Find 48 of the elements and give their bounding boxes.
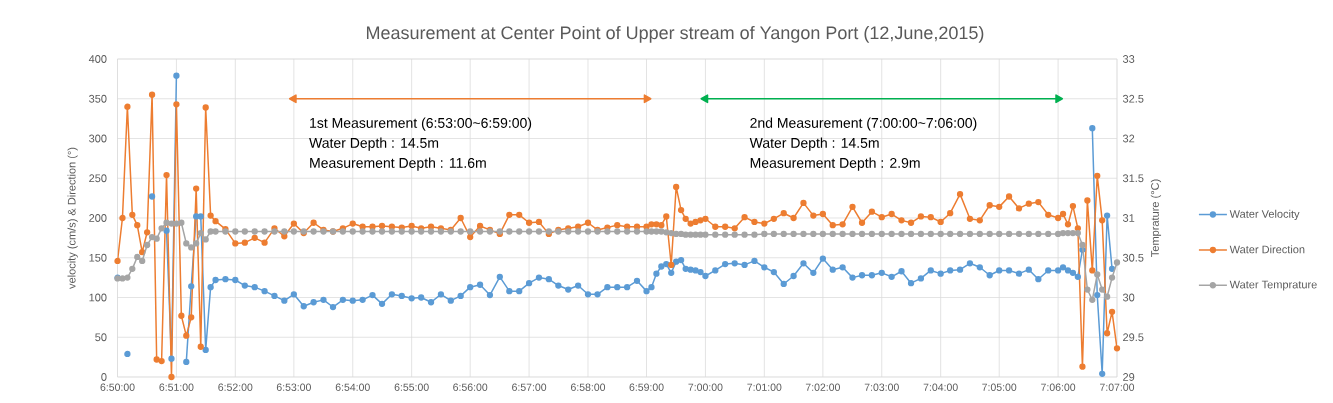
y-tick-label: 0 <box>101 373 107 381</box>
y-axis-title: velocity (cm/s) & Direction (°) <box>67 147 78 289</box>
annotation: 2nd Measurement (7:00:00~7:06:00) <box>750 117 977 131</box>
y2-tick-label: 31.5 <box>1122 174 1144 183</box>
x-tick-label: 7:02:00 <box>805 383 840 391</box>
y-tick-label: 150 <box>89 253 107 262</box>
x-tick-label: 6:56:00 <box>453 383 488 391</box>
y2-tick-label: 30.5 <box>1122 253 1144 262</box>
x-tick-label: 6:57:00 <box>512 383 547 391</box>
y2-tick-label: 30 <box>1122 293 1135 302</box>
annotation: Water Depth : 14.5m <box>749 137 879 151</box>
y2-tick-label: 32.5 <box>1122 94 1144 103</box>
x-tick-label: 7:05:00 <box>982 383 1017 391</box>
x-tick-label: 6:52:00 <box>218 383 253 391</box>
legend-label: Water Velocity <box>1229 209 1300 221</box>
y-tick-label: 50 <box>95 333 107 342</box>
annotation: Water Depth : 14.5m <box>309 137 439 151</box>
x-tick-label: 6:54:00 <box>335 383 370 391</box>
chart-title: Measurement at Center Point of Upper stream of Yangon Port (12,June,2015) <box>366 25 984 43</box>
legend-label: Water Temprature <box>1229 280 1317 291</box>
annotation: Measurement Depth : 2.9m <box>750 157 920 171</box>
x-tick-label: 7:00:00 <box>688 383 723 391</box>
x-tick-label: 6:58:00 <box>571 383 606 391</box>
legend-label: Water Direction <box>1229 245 1305 254</box>
x-tick-label: 6:51:00 <box>159 383 194 391</box>
y-tick-label: 350 <box>89 94 107 103</box>
annotation: 1st Measurement (6:53:00~6:59:00) <box>310 117 532 131</box>
y2-axis-title: Temprature (°C) <box>1150 179 1162 257</box>
y-tick-label: 300 <box>89 134 107 143</box>
x-tick-label: 6:53:00 <box>276 383 311 391</box>
y-tick-label: 400 <box>88 55 107 63</box>
y2-tick-label: 32 <box>1122 134 1135 143</box>
y-tick-label: 200 <box>89 214 107 222</box>
x-tick-label: 7:04:00 <box>923 383 958 391</box>
y-tick-label: 250 <box>89 174 107 183</box>
y2-tick-label: 31 <box>1122 214 1135 222</box>
x-tick-label: 6:55:00 <box>394 383 429 391</box>
x-tick-label: 6:50:00 <box>100 383 135 391</box>
y2-tick-label: 29 <box>1123 373 1135 381</box>
x-tick-label: 7:01:00 <box>747 383 782 391</box>
x-tick-label: 7:07:00 <box>1100 383 1135 391</box>
y2-tick-label: 33 <box>1122 55 1135 63</box>
x-tick-label: 6:59:00 <box>629 383 664 391</box>
y-tick-label: 100 <box>89 293 107 302</box>
x-tick-label: 7:06:00 <box>1041 383 1076 391</box>
annotation: Measurement Depth : 11.6m <box>310 157 486 171</box>
y2-tick-label: 29.5 <box>1123 333 1144 342</box>
x-tick-label: 7:03:00 <box>864 383 899 391</box>
